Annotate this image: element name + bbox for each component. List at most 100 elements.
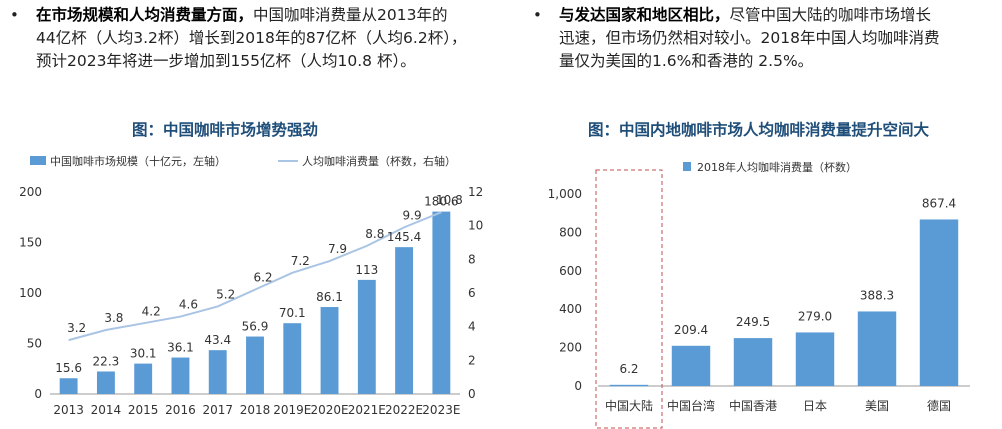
- line-value-label: 7.9: [328, 242, 347, 256]
- bar-value-label: 30.1: [130, 347, 157, 361]
- bullet-dot: •: [10, 6, 19, 24]
- market-size-bar: [96, 371, 115, 394]
- line-value-label: 4.6: [179, 298, 198, 312]
- x-tick-label: 2022E: [385, 403, 423, 417]
- line-value-label: 6.2: [253, 271, 272, 285]
- x-tick-label: 2016: [165, 403, 196, 417]
- x-tick-label: 2018: [240, 403, 271, 417]
- consumption-bar: [857, 311, 897, 386]
- bar-value-label: 113: [355, 263, 378, 277]
- bar-value-label: 43.4: [204, 333, 231, 347]
- x-tick-label: 2015: [128, 403, 159, 417]
- market-size-bar: [134, 363, 153, 394]
- left-chart-title: 图：中国咖啡市场增势强劲: [132, 121, 319, 139]
- bar-value-label: 209.4: [674, 323, 708, 337]
- y-right-tick-label: 4: [468, 320, 476, 334]
- bullet-right-line-1: 尽管中国大陆的咖啡市场增长: [729, 6, 932, 24]
- market-size-bar: [395, 247, 414, 394]
- x-tick-label: 中国大陆: [605, 398, 653, 413]
- market-size-chart: 中国咖啡市场规模（十亿元，左轴） 人均咖啡消费量（杯数，右轴）0501001502…: [19, 154, 483, 417]
- consumption-bar: [919, 219, 959, 386]
- y-left-tick-label: 150: [19, 236, 42, 250]
- bullet-right-line-2: 迅速，但市场仍然相对较小。2018年中国人均咖啡消费: [559, 29, 940, 47]
- y-tick-label: 800: [559, 225, 582, 239]
- y-tick-label: 400: [559, 302, 582, 316]
- consumption-bar: [671, 345, 711, 386]
- y-right-tick-label: 2: [468, 353, 476, 367]
- bullet-right-line-3: 量仅为美国的1.6%和香港的 2.5%。: [559, 52, 814, 70]
- bullet-left-heading: 在市场规模和人均消费量方面，: [36, 6, 254, 24]
- bar-value-label: 86.1: [316, 290, 343, 304]
- y-tick-label: 200: [559, 341, 582, 355]
- x-tick-label: 2014: [91, 403, 122, 417]
- market-size-bar: [59, 378, 78, 394]
- line-value-label: 3.8: [104, 311, 123, 325]
- x-tick-label: 中国台湾: [667, 398, 715, 413]
- x-tick-label: 2019E: [273, 403, 311, 417]
- market-size-bar: [171, 357, 190, 394]
- bar-value-label: 36.1: [167, 341, 194, 355]
- bar-value-label: 70.1: [279, 306, 306, 320]
- y-left-tick-label: 0: [34, 387, 42, 401]
- x-tick-label: 2021E: [348, 403, 386, 417]
- y-tick-label: 0: [574, 379, 582, 393]
- bar-value-label: 180.6: [424, 195, 458, 209]
- bar-value-label: 249.5: [736, 315, 770, 329]
- x-tick-label: 中国香港: [729, 398, 777, 413]
- market-size-bar: [208, 350, 227, 394]
- line-value-label: 5.2: [216, 287, 235, 301]
- x-tick-label: 日本: [803, 399, 827, 413]
- legend-label-bar: 中国咖啡市场规模（十亿元，左轴）: [50, 154, 226, 168]
- line-value-label: 8.8: [365, 227, 384, 241]
- y-left-tick-label: 100: [19, 286, 42, 300]
- bullet-left-line-3: 预计2023年将进一步增加到155亿杯（人均10.8 杯）。: [36, 52, 416, 70]
- y-left-tick-label: 200: [19, 185, 42, 199]
- y-right-tick-label: 12: [468, 185, 483, 199]
- y-right-tick-label: 0: [468, 387, 476, 401]
- bar-value-label: 388.3: [860, 288, 894, 302]
- per-capita-line: [68, 211, 442, 342]
- y-right-tick-label: 6: [468, 286, 476, 300]
- market-size-bar: [283, 323, 302, 394]
- bar-value-label: 56.9: [242, 320, 269, 334]
- bullet-left-text: 在市场规模和人均消费量方面，中国咖啡消费量从2013年的 44亿杯（人均3.2杯…: [36, 4, 515, 73]
- x-tick-label: 2017: [202, 403, 233, 417]
- line-value-label: 3.2: [67, 321, 86, 335]
- bullet-dot: •: [533, 6, 542, 24]
- bullet-left-line-1: 中国咖啡消费量从2013年的: [253, 6, 448, 24]
- per-capita-chart: 2018年人均咖啡消费量（杯数） 0 200 400 600 800 1,000 6.2 209…: [548, 160, 970, 429]
- consumption-bar: [609, 384, 649, 387]
- line-value-label: 10.8: [436, 193, 463, 207]
- market-size-bar: [357, 279, 376, 394]
- highlight-box: [595, 169, 663, 429]
- line-value-label: 7.2: [291, 254, 310, 268]
- y-tick-label: 1,000: [548, 187, 582, 201]
- x-tick-label: 2023E: [422, 403, 460, 417]
- bar-value-label: 145.4: [387, 230, 421, 244]
- market-size-bar: [432, 211, 451, 394]
- bar-value-label: 279.0: [798, 309, 832, 323]
- legend-label-bar: 2018年人均咖啡消费量（杯数）: [697, 160, 857, 174]
- bullet-right-text: 与发达国家和地区相比，尽管中国大陆的咖啡市场增长 迅速，但市场仍然相对较小。20…: [559, 4, 995, 73]
- legend-swatch-bar: [683, 162, 691, 171]
- market-size-bar: [246, 336, 264, 394]
- legend-swatch-bar: [30, 156, 46, 165]
- x-tick-label: 2020E: [310, 403, 348, 417]
- bar-value-label: 867.4: [922, 196, 956, 210]
- y-right-tick-label: 10: [468, 219, 483, 233]
- bar-value-label: 6.2: [619, 362, 638, 376]
- line-value-label: 4.2: [142, 304, 161, 318]
- market-size-bar: [320, 307, 339, 394]
- bar-value-label: 15.6: [55, 361, 82, 375]
- legend-label-line: 人均咖啡消费量（杯数，右轴）: [302, 154, 456, 168]
- bullet-right-heading: 与发达国家和地区相比，: [559, 6, 730, 24]
- y-left-tick-label: 50: [27, 337, 42, 351]
- bar-value-label: 22.3: [93, 354, 120, 368]
- consumption-bar: [795, 332, 835, 386]
- consumption-bar: [733, 338, 773, 386]
- x-tick-label: 美国: [865, 399, 889, 413]
- y-right-tick-label: 8: [468, 252, 476, 266]
- x-tick-label: 德国: [927, 398, 951, 413]
- bullet-left-line-2: 44亿杯（人均3.2杯）增长到2018年的87亿杯（人均6.2杯），: [36, 29, 467, 47]
- line-value-label: 9.9: [403, 208, 422, 222]
